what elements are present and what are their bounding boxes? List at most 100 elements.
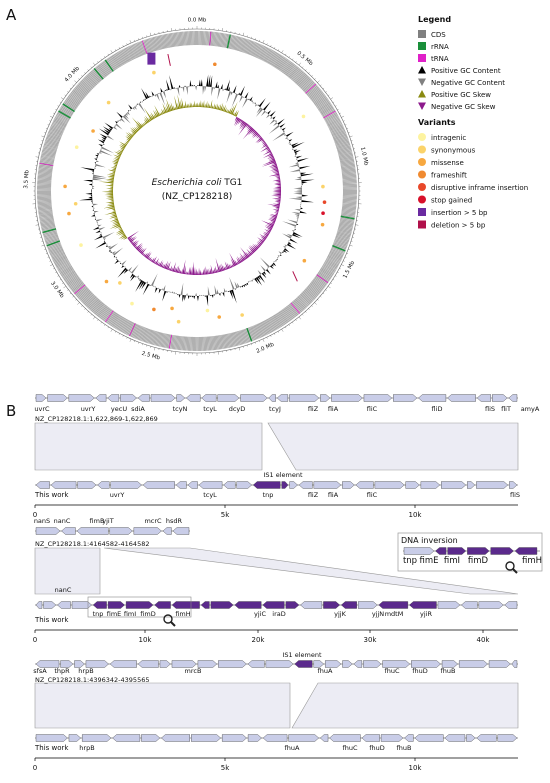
axis-tick: [348, 132, 350, 134]
trna-mark: [323, 110, 336, 119]
gene-arrow: [329, 734, 361, 742]
axis-tick: [242, 32, 245, 36]
gene-arrow: [300, 601, 323, 609]
gene-arrow: [467, 481, 476, 489]
gene-label: fimE: [107, 610, 122, 618]
rrna-mark: [62, 103, 75, 113]
variant-mark: [321, 184, 325, 189]
gene-arrow: [240, 394, 268, 402]
gene-label: tcyL: [203, 491, 217, 499]
gene-arrow: [268, 394, 276, 402]
gene-arrow: [511, 660, 518, 668]
gene-arrow: [175, 481, 187, 489]
gene-arrow: [71, 601, 92, 609]
gene-arrow: [378, 601, 409, 609]
species: Escherichia coli: [152, 178, 222, 188]
gene-arrow: [340, 601, 357, 609]
cds-ring: [37, 31, 357, 351]
magnifier-icon: [163, 614, 173, 624]
axis-tick: [302, 314, 304, 316]
gene-arrow: [210, 601, 234, 609]
gene-arrow: [198, 481, 223, 489]
gene-arrow: [319, 734, 329, 742]
gene-arrow: [355, 481, 374, 489]
legend-label: stop gained: [431, 197, 472, 205]
axis-tick: [69, 292, 72, 295]
axis-tick: [305, 311, 307, 313]
legend-swatch: [418, 170, 426, 179]
genome-tick-label: 4.0 Mb: [64, 65, 82, 83]
axis-tick: [330, 282, 332, 284]
axis-tick: [59, 279, 62, 281]
gene-arrow: [331, 394, 363, 402]
axis-tick: [238, 347, 240, 351]
axis-tick: [277, 331, 279, 333]
gene-label: mdtM: [385, 610, 404, 618]
gene-label: tcyL: [203, 405, 217, 413]
gene-arrow: [162, 527, 172, 535]
axis-tick: [258, 340, 260, 343]
legend-swatch: [418, 102, 426, 110]
legend-swatch: [418, 133, 426, 141]
axis-tick: [49, 120, 51, 122]
gene-arrow: [171, 660, 197, 668]
gene-arrow: [298, 481, 313, 489]
axis-tick: [110, 50, 113, 53]
gene-arrow: [363, 660, 382, 668]
gene-arrow: [218, 660, 247, 668]
rrna-mark: [58, 110, 71, 119]
gene-arrow: [325, 660, 342, 668]
axis-tick: [320, 84, 322, 86]
gene-arrow: [281, 481, 289, 489]
gene-arrow: [320, 394, 331, 402]
gene-label: fliC: [367, 491, 378, 499]
legend-title: Legend: [418, 15, 451, 24]
alignment-block: [267, 422, 519, 471]
gene-arrow: [323, 601, 341, 609]
gene-arrow: [441, 660, 458, 668]
axis-tick: [90, 314, 92, 316]
deletion-mark: [292, 271, 298, 282]
axis-tick: [344, 124, 347, 126]
legend-swatch: [418, 90, 426, 98]
axis-tick: [270, 45, 272, 47]
gene-arrow: [95, 394, 107, 402]
axis-tick: [348, 248, 350, 250]
gene-arrow: [133, 527, 162, 535]
axis-tick: [337, 271, 339, 273]
gene-arrow: [35, 394, 47, 402]
rrna-mark: [104, 59, 114, 72]
axis-tick: [274, 333, 276, 335]
axis-tick: [67, 91, 69, 93]
axis-tick: [134, 340, 136, 343]
gene-arrow: [409, 601, 437, 609]
gene-arrow: [374, 481, 405, 489]
rrna-mark: [340, 215, 355, 220]
axis-tick: [49, 260, 51, 262]
gene-arrow: [441, 481, 467, 489]
trna-mark: [316, 274, 329, 284]
genome-tick-label: 3.5 Mb: [23, 169, 30, 189]
variant-mark: [322, 200, 327, 204]
axis-tick: [93, 316, 96, 320]
insert-label: IS1 element: [263, 471, 302, 479]
legend-swatch: [418, 158, 426, 166]
axis-tick: [72, 84, 74, 86]
work-label: This work: [34, 616, 69, 624]
gene-label: fliC: [367, 405, 378, 413]
axis-tick: [355, 224, 359, 226]
genome-tick-label: 0.0 Mb: [188, 18, 207, 24]
highlight-box: [87, 596, 192, 618]
legend-label: Positive GC Skew: [431, 91, 491, 99]
gene-arrow: [476, 734, 497, 742]
gene-label: uvrY: [110, 491, 125, 499]
axis-tick: [47, 256, 50, 258]
axis-tick-label: 40k: [477, 636, 491, 644]
axis-tick: [49, 115, 53, 118]
axis-tick: [254, 342, 256, 344]
gene-arrow: [404, 734, 414, 742]
legend-label: insertion > 5 bp: [431, 209, 488, 217]
panel-label: B: [6, 402, 16, 420]
gene-arrow: [191, 734, 221, 742]
axis-tick-label: 30k: [364, 636, 378, 644]
